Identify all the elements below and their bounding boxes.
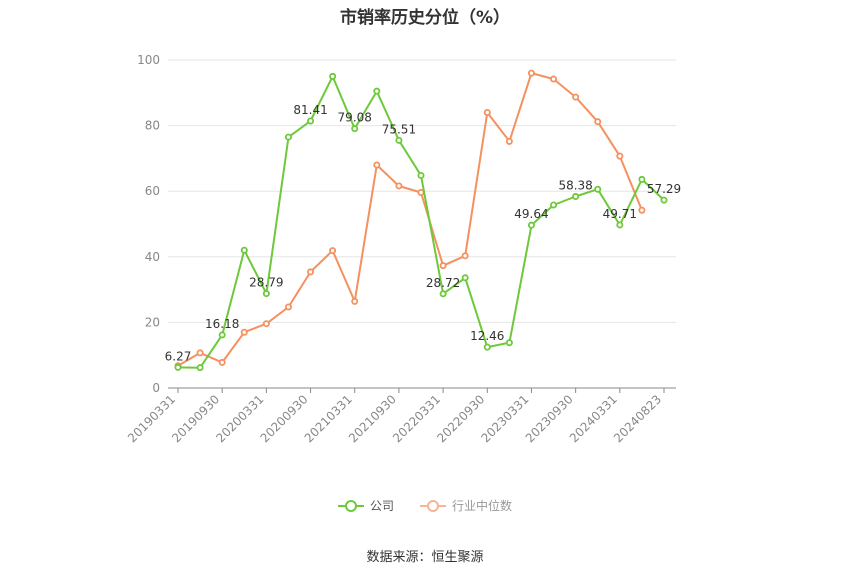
data-point-company [660, 196, 668, 204]
axes: 0204060801002019033120190930202003312020… [125, 53, 676, 445]
data-point-company [505, 339, 513, 347]
data-label-company: 28.72 [426, 276, 460, 290]
data-point-industry-median [638, 206, 646, 214]
y-tick-label: 80 [145, 119, 160, 133]
y-tick-label: 0 [152, 381, 160, 395]
data-point-company [196, 364, 204, 372]
legend-item-company[interactable]: 公司 [337, 497, 394, 514]
legend-marker-company-icon [337, 499, 364, 512]
data-point-industry-median [616, 152, 624, 160]
data-point-company [638, 175, 646, 183]
data-label-company: 28.79 [249, 276, 283, 290]
data-point-industry-median [262, 320, 270, 328]
data-point-industry-median [550, 75, 558, 83]
y-tick-label: 40 [145, 250, 160, 264]
legend-item-industry-median[interactable]: 行业中位数 [420, 497, 512, 514]
data-point-industry-median [196, 349, 204, 357]
data-labels: 6.27 16.18 28.79 81.41 79.08 75.51 28.72 12.46 4… [165, 103, 682, 363]
data-label-company: 12.46 [470, 329, 504, 343]
data-label-company: 79.08 [338, 111, 372, 125]
line-chart: 0204060801002019033120190930202003312020… [125, 53, 682, 445]
series-line-industry-median [177, 72, 643, 367]
data-point-industry-median [483, 108, 491, 116]
data-label-company: 75.51 [382, 122, 416, 136]
data-point-industry-median [218, 358, 226, 366]
data-point-industry-median [505, 137, 513, 145]
data-label-company: 6.27 [165, 349, 192, 363]
data-label-company: 81.41 [293, 103, 327, 117]
data-point-industry-median [527, 69, 535, 77]
data-point-company [572, 193, 580, 201]
data-label-company: 58.38 [558, 179, 592, 193]
data-point-industry-median [373, 161, 381, 169]
chart-title: 市销率历史分位（%） [339, 8, 511, 28]
data-point-industry-median [417, 189, 425, 197]
data-point-company [483, 343, 491, 351]
x-tick-label: 20240823 [611, 392, 664, 445]
series-line-company [177, 75, 665, 369]
data-point-company [395, 136, 403, 144]
data-point-company [527, 221, 535, 229]
data-point-industry-median [439, 262, 447, 270]
data-point-industry-median [307, 268, 315, 276]
data-label-company: 57.29 [647, 182, 681, 196]
data-point-company [284, 133, 292, 141]
data-point-industry-median [240, 328, 248, 336]
y-tick-label: 20 [145, 315, 160, 329]
y-tick-label: 100 [137, 53, 160, 67]
data-point-industry-median [461, 252, 469, 260]
data-point-company [351, 125, 359, 133]
data-point-company [461, 274, 469, 282]
data-point-company [550, 201, 558, 209]
data-label-company: 49.71 [603, 207, 637, 221]
series-lines [174, 69, 668, 372]
source-note: 数据来源：恒生聚源 [366, 550, 484, 565]
data-point-industry-median [395, 182, 403, 190]
data-point-company [373, 87, 381, 95]
data-point-company [174, 363, 182, 371]
data-point-industry-median [572, 93, 580, 101]
legend-label-industry-median: 行业中位数 [452, 499, 513, 513]
data-label-company: 16.18 [205, 317, 239, 331]
data-label-company: 49.64 [514, 207, 548, 221]
data-point-industry-median [329, 247, 337, 255]
data-point-company [329, 72, 337, 80]
legend-label-company: 公司 [369, 499, 394, 513]
data-point-company [262, 290, 270, 298]
data-point-company [616, 221, 624, 229]
legend-marker-industry-median-icon [420, 499, 446, 512]
data-point-company [417, 171, 425, 179]
data-point-industry-median [351, 297, 359, 305]
data-point-company [307, 117, 315, 125]
data-point-industry-median [284, 303, 292, 311]
y-tick-label: 60 [145, 184, 160, 198]
data-point-company [240, 246, 248, 254]
legend: 公司 行业中位数 [0, 497, 850, 514]
data-point-company [218, 331, 226, 339]
data-point-industry-median [594, 118, 602, 126]
data-point-company [439, 290, 447, 298]
data-point-company [594, 185, 602, 193]
